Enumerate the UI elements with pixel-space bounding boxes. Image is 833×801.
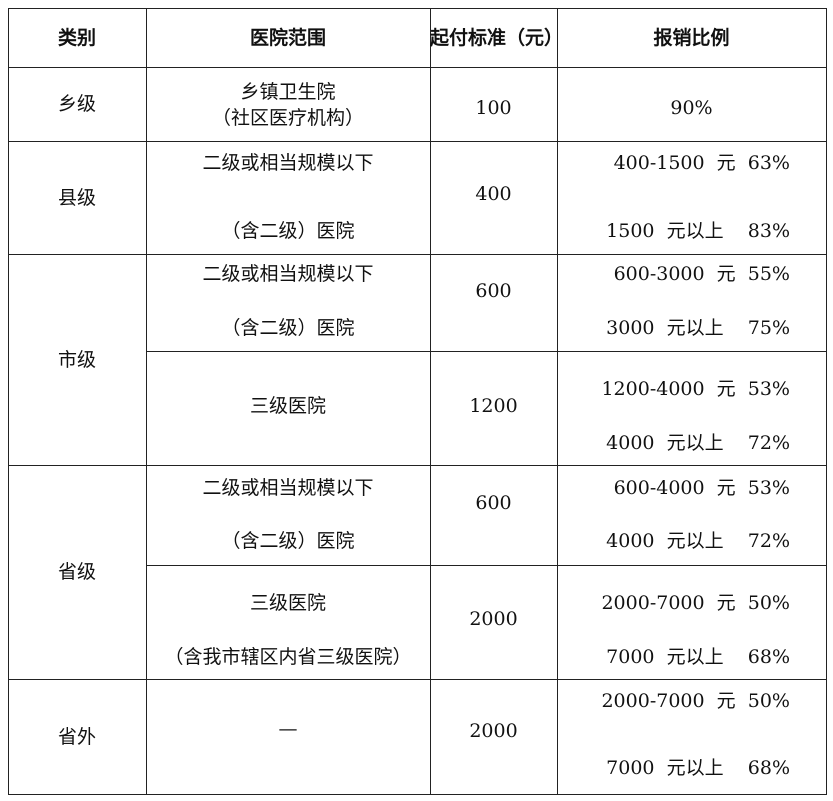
category-cell: 省级 bbox=[57, 561, 96, 583]
column-header: 医院范围 bbox=[249, 27, 326, 49]
hospital-scope-cell: （含二级）医院 bbox=[221, 220, 355, 242]
subrow-divider bbox=[146, 351, 827, 352]
reimbursement-cell: 600-3000 元 55% bbox=[613, 263, 790, 285]
column-divider bbox=[557, 8, 558, 795]
column-divider bbox=[146, 8, 147, 795]
subrow-divider bbox=[146, 565, 827, 566]
category-cell: 市级 bbox=[57, 348, 96, 371]
deductible-cell: 400 bbox=[475, 183, 512, 205]
column-divider bbox=[826, 8, 827, 795]
hospital-scope-cell: （含二级）医院 bbox=[221, 530, 355, 552]
reimbursement-cell: 2000-7000 元 50% bbox=[601, 592, 790, 614]
hospital-scope-cell: （社区医疗机构） bbox=[211, 107, 364, 129]
reimbursement-cell: 2000-7000 元 50% bbox=[601, 690, 790, 712]
row-divider bbox=[8, 465, 827, 466]
deductible-cell: 1200 bbox=[469, 395, 518, 417]
hospital-scope-cell: 二级或相当规模以下 bbox=[202, 152, 374, 174]
table-border-bottom bbox=[8, 794, 827, 795]
deductible-cell: 100 bbox=[475, 97, 512, 119]
hospital-scope-cell: （含二级）医院 bbox=[221, 317, 355, 339]
hospital-scope-cell: （含我市辖区内省三级医院） bbox=[164, 646, 412, 668]
hospital-scope-cell: 三级医院 bbox=[249, 395, 326, 417]
reimbursement-cell: 1500 元以上 83% bbox=[606, 220, 790, 242]
reimbursement-cell: 90% bbox=[670, 97, 713, 119]
row-divider bbox=[8, 254, 827, 255]
category-cell: 省外 bbox=[57, 725, 96, 748]
reimbursement-cell: 3000 元以上 75% bbox=[606, 317, 790, 339]
reimbursement-cell: 7000 元以上 68% bbox=[606, 757, 790, 779]
hospital-scope-cell: — bbox=[278, 718, 298, 740]
deductible-cell: 2000 bbox=[469, 720, 518, 742]
row-divider bbox=[8, 679, 827, 680]
category-cell: 县级 bbox=[57, 186, 96, 209]
column-header: 类别 bbox=[57, 27, 96, 49]
reimbursement-cell: 7000 元以上 68% bbox=[606, 646, 790, 668]
header-divider bbox=[8, 67, 827, 68]
deductible-cell: 600 bbox=[475, 280, 512, 302]
column-divider bbox=[430, 8, 431, 795]
column-header: 起付标准（元） bbox=[430, 27, 564, 49]
reimbursement-cell: 4000 元以上 72% bbox=[606, 530, 790, 552]
reimbursement-cell: 4000 元以上 72% bbox=[606, 432, 790, 454]
reimbursement-cell: 400-1500 元 63% bbox=[613, 152, 790, 174]
column-header: 报销比例 bbox=[653, 27, 730, 49]
hospital-scope-cell: 二级或相当规模以下 bbox=[202, 263, 374, 285]
row-divider bbox=[8, 141, 827, 142]
column-divider bbox=[8, 8, 9, 795]
category-cell: 乡级 bbox=[57, 93, 96, 115]
reimbursement-cell: 1200-4000 元 53% bbox=[601, 378, 790, 400]
reimbursement-cell: 600-4000 元 53% bbox=[613, 477, 790, 499]
table-border-top bbox=[8, 8, 827, 9]
hospital-scope-cell: 三级医院 bbox=[249, 592, 326, 614]
deductible-cell: 2000 bbox=[469, 608, 518, 630]
hospital-scope-cell: 二级或相当规模以下 bbox=[202, 477, 374, 499]
deductible-cell: 600 bbox=[475, 492, 512, 514]
hospital-scope-cell: 乡镇卫生院 bbox=[240, 81, 336, 103]
